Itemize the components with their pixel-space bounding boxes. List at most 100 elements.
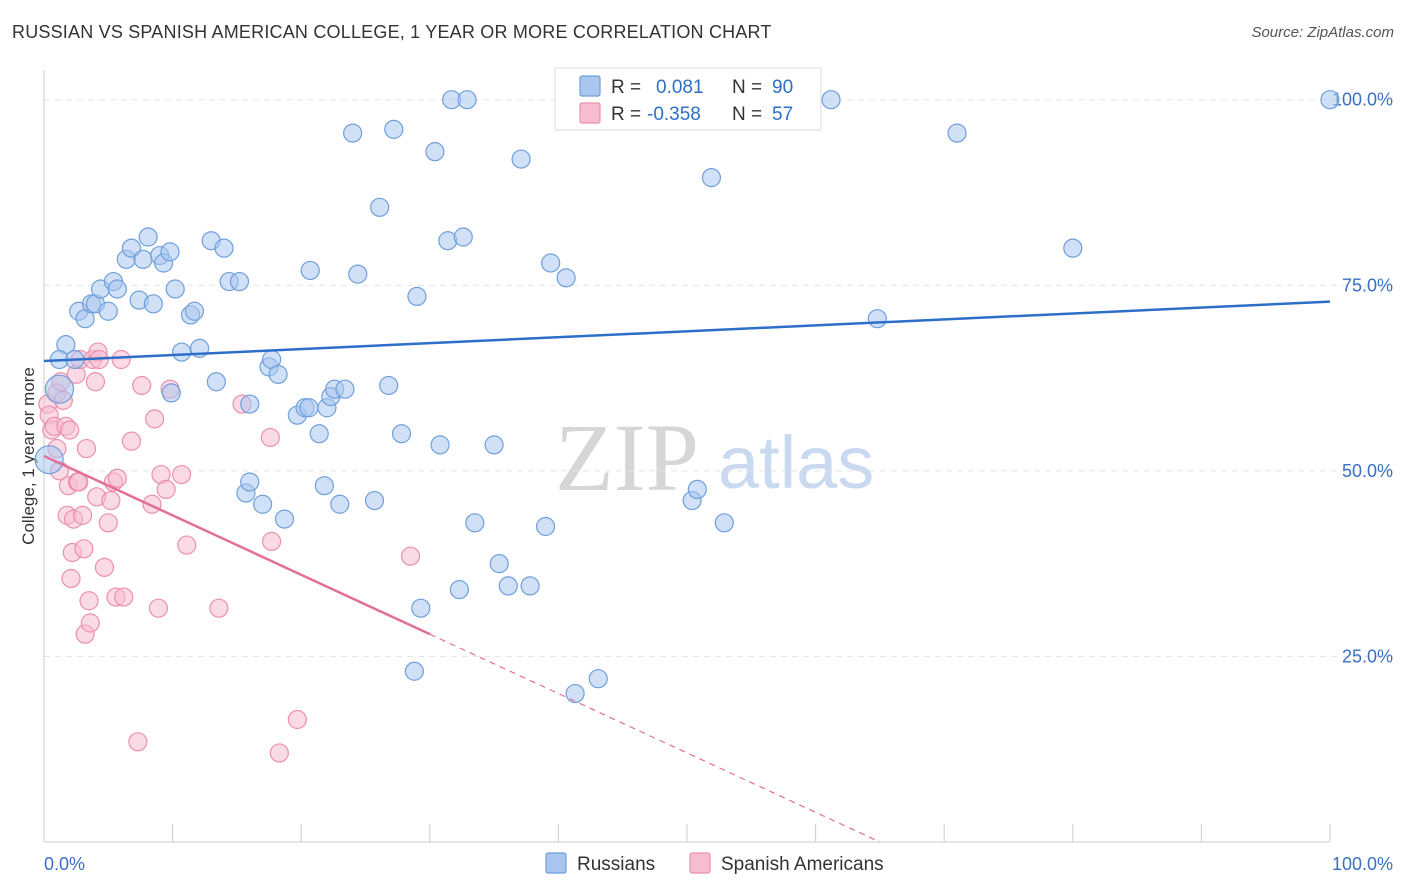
russians-point-36 — [268, 364, 288, 384]
spanish-point-42 — [144, 409, 165, 429]
russians-point-79 — [588, 669, 608, 689]
russians-point-75 — [535, 516, 556, 537]
russians-point-53 — [348, 264, 368, 284]
spanish-trendline — [43, 454, 431, 636]
spanish-point-24 — [80, 613, 100, 633]
russians-point-86 — [821, 90, 841, 110]
watermark-zip: ZIP — [555, 404, 699, 511]
russians-point-67 — [453, 227, 473, 247]
legend-r-label-spanish: R = — [611, 104, 641, 125]
russians-point-10 — [98, 301, 118, 321]
russians-point-83 — [701, 168, 722, 188]
legend-r-value-russians: 0.081 — [656, 77, 704, 98]
russians-point-87 — [867, 309, 887, 329]
spanish-point-51 — [260, 427, 280, 448]
spanish-point-45 — [156, 479, 176, 500]
y-tick-label-1: 50.0% — [1342, 461, 1393, 481]
spanish-point-54 — [287, 709, 307, 730]
russians-point-51 — [274, 509, 295, 529]
russians-point-84 — [714, 513, 734, 533]
russians-point-71 — [489, 554, 509, 574]
legend-label-russians: Russians — [577, 854, 655, 875]
x-tick-labels: 0.0% 100.0% — [44, 854, 1393, 874]
russians-point-52 — [343, 123, 363, 143]
spanish-point-49 — [209, 598, 229, 618]
russians-point-77 — [556, 268, 576, 288]
russians-point-29 — [206, 372, 226, 392]
spanish-point-30 — [94, 557, 115, 577]
russians-point-82 — [687, 479, 707, 500]
russians-point-62 — [425, 142, 445, 162]
spanish-point-39 — [128, 732, 148, 752]
spanish-point-37 — [114, 587, 134, 607]
spanish-point-32 — [101, 490, 121, 511]
russians-point-47 — [335, 379, 355, 399]
spanish-point-40 — [132, 375, 152, 396]
russians-point-14 — [121, 238, 142, 258]
spanish-point-26 — [85, 372, 106, 392]
legend-swatch-spanish — [579, 102, 601, 124]
russians-point-54 — [364, 490, 385, 511]
russians-point-63 — [430, 435, 450, 455]
russians-point-46 — [330, 494, 350, 514]
russians-point-68 — [457, 90, 477, 110]
russians-point-61 — [404, 661, 424, 681]
russians-point-56 — [379, 375, 399, 396]
x-tick-label-1: 100.0% — [1332, 854, 1393, 874]
legend-swatch-spanish-bottom — [689, 852, 711, 874]
russians-point-22 — [165, 279, 185, 299]
series-russians — [34, 90, 1340, 704]
series-legend: Russians Spanish Americans — [545, 852, 884, 875]
legend-swatch-russians — [579, 75, 601, 97]
russians-point-76 — [541, 253, 561, 273]
spanish-point-47 — [172, 464, 192, 485]
spanish-point-23 — [79, 591, 99, 611]
russians-point-0 — [44, 374, 75, 404]
russians-point-23 — [172, 342, 192, 362]
russians-point-78 — [565, 683, 585, 704]
russians-point-16 — [133, 249, 153, 269]
spanish-point-55 — [400, 546, 421, 566]
russians-point-41 — [309, 424, 329, 444]
russians-point-57 — [384, 119, 404, 139]
y-axis-label: College, 1 year or more — [19, 367, 38, 545]
russians-point-12 — [107, 279, 127, 299]
y-tick-label-2: 75.0% — [1342, 275, 1393, 295]
legend-n-value-spanish: 57 — [772, 104, 793, 125]
russians-point-18 — [143, 294, 163, 314]
russians-point-72 — [498, 576, 518, 596]
legend-n-label-russians: N = — [732, 77, 762, 98]
spanish-point-48 — [177, 535, 197, 555]
spanish-point-31 — [98, 513, 118, 533]
spanish-point-36 — [111, 349, 131, 370]
russians-point-42 — [314, 476, 334, 496]
spanish-trendline-extension — [429, 633, 881, 843]
spanish-point-22 — [76, 438, 97, 459]
russians-point-17 — [138, 227, 158, 247]
russians-point-90 — [1320, 90, 1340, 110]
spanish-point-20 — [74, 539, 94, 559]
russians-point-88 — [947, 123, 967, 143]
spanish-point-43 — [148, 598, 169, 618]
watermark-atlas: atlas — [718, 421, 874, 504]
russians-point-25 — [184, 301, 205, 321]
spanish-point-35 — [107, 468, 127, 488]
spanish-point-11 — [60, 420, 80, 440]
russians-point-60 — [411, 598, 431, 618]
spanish-point-53 — [269, 743, 289, 763]
russians-point-31 — [229, 271, 250, 292]
legend-r-label-russians: R = — [611, 77, 641, 98]
spanish-point-19 — [72, 505, 93, 525]
russians-point-58 — [391, 424, 412, 444]
chart-title: RUSSIAN VS SPANISH AMERICAN COLLEGE, 1 Y… — [12, 22, 772, 42]
legend-label-spanish: Spanish Americans — [721, 854, 884, 875]
correlation-legend: R = 0.081 N = 90 R = -0.358 N = 57 — [554, 67, 822, 131]
chart-source: Source: ZipAtlas.com — [1251, 24, 1394, 41]
russians-point-21 — [160, 242, 180, 262]
russians-point-73 — [511, 149, 531, 169]
russians-point-70 — [484, 435, 504, 455]
watermark: ZIP atlas — [555, 404, 874, 511]
series-spanish-americans — [38, 342, 421, 763]
russians-point-33 — [240, 394, 260, 414]
